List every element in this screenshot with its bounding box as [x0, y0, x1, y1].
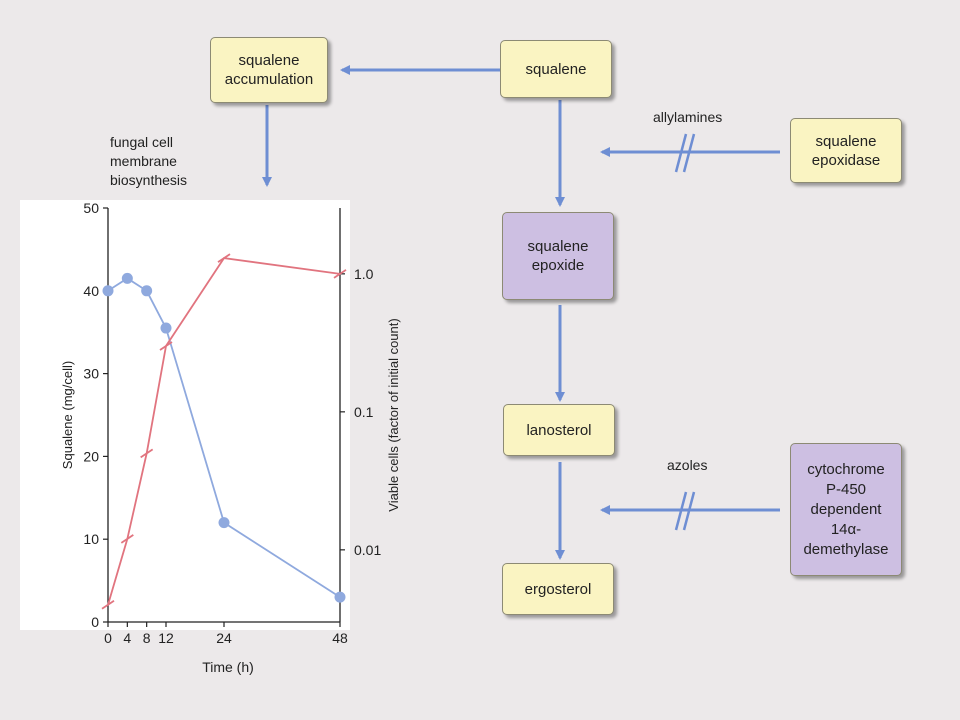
x-tick-label: 8: [143, 630, 151, 646]
box-squalene: squalene: [500, 40, 612, 98]
y-right-tick-label: 1.0: [354, 266, 374, 282]
box-lanosterol: lanosterol: [503, 404, 615, 456]
x-tick-label: 0: [104, 630, 112, 646]
squalene-data-point: [160, 322, 172, 334]
x-tick-label: 4: [123, 630, 131, 646]
label-azoles: azoles: [667, 457, 708, 473]
viable-cells-data-point: [217, 253, 231, 263]
box-squalene-epoxidase: squalene epoxidase: [790, 118, 902, 183]
y-right-axis-label: Viable cells (factor of initial count): [386, 318, 401, 511]
box-lanosterol-label: lanosterol: [526, 421, 592, 439]
x-axis-label: Time (h): [202, 659, 254, 675]
y-left-tick-label: 40: [83, 283, 99, 299]
squalene-data-point: [121, 272, 133, 284]
x-tick-label: 12: [158, 630, 174, 646]
box-squalene-label: squalene: [525, 60, 587, 78]
inhibition-mark-allylamines-1: [674, 133, 688, 173]
squalene-data-point: [334, 591, 346, 603]
box-squalene-accumulation-label: squalene accumulation: [224, 52, 314, 88]
box-squalene-epoxidase-label: squalene epoxidase: [811, 132, 881, 169]
y-left-tick-label: 50: [83, 200, 99, 216]
y-left-axis-label: Squalene (mg/cell): [60, 361, 75, 469]
viable-cells-data-point: [140, 448, 154, 459]
inhibition-mark-azoles-1: [674, 491, 688, 531]
y-left-tick-label: 0: [91, 614, 99, 630]
box-squalene-accumulation: squalene accumulation: [210, 37, 328, 103]
viable-cells-data-point: [159, 341, 173, 351]
viable-cells-series-line: [107, 257, 341, 606]
box-cytochrome-demethylase-label: cytochrome P-450 dependent 14α-demethyla…: [803, 460, 889, 558]
chart-panel: [20, 200, 350, 630]
x-tick-label: 24: [216, 630, 232, 646]
viable-cells-data-point: [101, 600, 115, 610]
label-fungal-cell-membrane-biosynthesis: fungal cell membrane biosynthesis: [110, 134, 188, 188]
inhibition-mark-allylamines-2: [682, 133, 696, 173]
y-left-tick-label: 10: [83, 531, 99, 547]
x-tick-label: 48: [332, 630, 348, 646]
squalene-data-point: [141, 285, 153, 297]
squalene-data-point: [218, 517, 230, 529]
y-left-tick-label: 20: [83, 448, 99, 464]
squalene-data-point: [102, 285, 114, 297]
y-right-tick-label: 0.1: [354, 404, 374, 420]
label-allylamines: allylamines: [653, 109, 723, 125]
viable-cells-data-point: [120, 534, 134, 544]
y-left-tick-label: 30: [83, 366, 99, 382]
box-squalene-epoxide: squalene epoxide: [502, 212, 614, 300]
y-right-tick-label: 0.01: [354, 542, 381, 558]
chart-series: [101, 253, 347, 610]
box-cytochrome-demethylase: cytochrome P-450 dependent 14α-demethyla…: [790, 443, 902, 576]
viable-cells-data-point: [333, 269, 347, 279]
box-ergosterol: ergosterol: [502, 563, 614, 615]
box-ergosterol-label: ergosterol: [524, 580, 592, 598]
box-squalene-epoxide-label: squalene epoxide: [527, 238, 589, 274]
inhibition-mark-azoles-2: [682, 491, 696, 531]
